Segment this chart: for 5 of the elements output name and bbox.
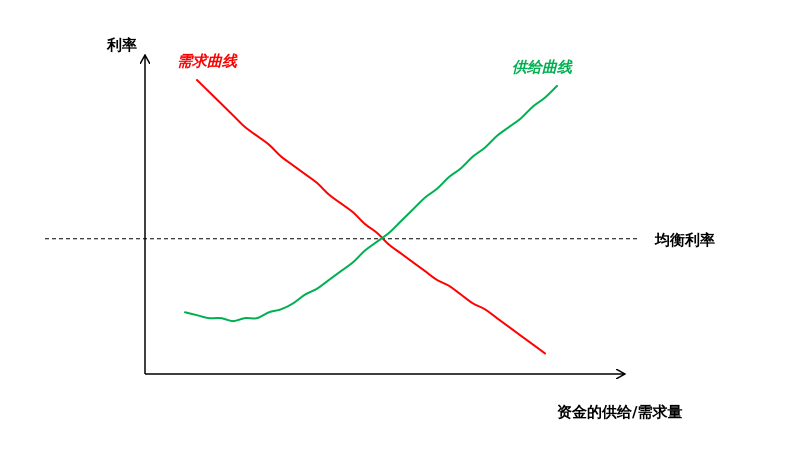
y-axis-title: 利率: [106, 36, 137, 54]
series-label: 需求曲线: [177, 52, 238, 70]
x-axis-title: 资金的供给/需求量: [557, 403, 682, 421]
series-label: 供给曲线: [512, 58, 573, 76]
ref-line-label: 均衡利率: [654, 230, 715, 249]
